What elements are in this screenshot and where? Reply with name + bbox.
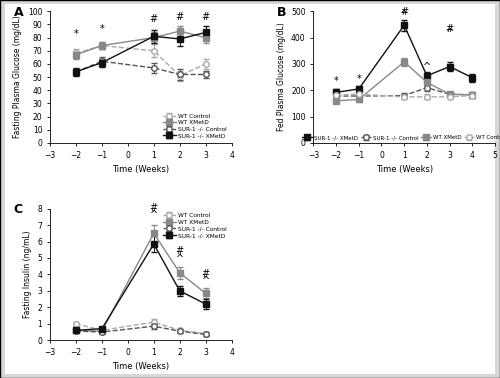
Text: A: A: [14, 6, 24, 19]
Text: #: #: [150, 14, 158, 25]
Text: *: *: [334, 76, 338, 85]
Legend: SUR-1 -/- XMetD, SUR-1 -/- Control, WT XMetD, WT Control: SUR-1 -/- XMetD, SUR-1 -/- Control, WT X…: [302, 134, 500, 141]
X-axis label: Time (Weeks): Time (Weeks): [112, 165, 170, 174]
Text: *: *: [356, 74, 361, 84]
Legend: WT Control, WT XMetD, SUR-1 -/- Control, SUR-1 -/- XMetD: WT Control, WT XMetD, SUR-1 -/- Control,…: [162, 212, 228, 240]
Text: #: #: [202, 12, 209, 22]
Y-axis label: Fasting Plasma Glucose (mg/dL): Fasting Plasma Glucose (mg/dL): [14, 16, 22, 138]
Text: ^: ^: [176, 254, 184, 264]
X-axis label: Time (Weeks): Time (Weeks): [376, 165, 432, 174]
Text: #: #: [150, 203, 158, 213]
Legend: WT Control, WT XMetD, SUR-1 -/- Control, SUR-1 -/- XMetD: WT Control, WT XMetD, SUR-1 -/- Control,…: [162, 112, 228, 140]
Text: ^: ^: [400, 10, 408, 20]
Text: ^: ^: [446, 28, 454, 38]
Text: C: C: [14, 203, 23, 216]
X-axis label: Time (Weeks): Time (Weeks): [112, 363, 170, 372]
Text: B: B: [277, 6, 286, 19]
Text: ^: ^: [423, 62, 431, 72]
Text: ^: ^: [150, 210, 158, 220]
Text: *: *: [100, 24, 104, 34]
Text: #: #: [176, 12, 184, 22]
Text: #: #: [176, 246, 184, 256]
Text: #: #: [446, 24, 454, 34]
Text: ^: ^: [202, 276, 209, 286]
Text: #: #: [400, 6, 408, 17]
Y-axis label: Fed Plasma Glucose (mg/dL): Fed Plasma Glucose (mg/dL): [276, 23, 285, 132]
Text: *: *: [74, 29, 78, 39]
Text: #: #: [202, 268, 209, 279]
Y-axis label: Fasting Insulin (ng/mL): Fasting Insulin (ng/mL): [23, 231, 32, 318]
